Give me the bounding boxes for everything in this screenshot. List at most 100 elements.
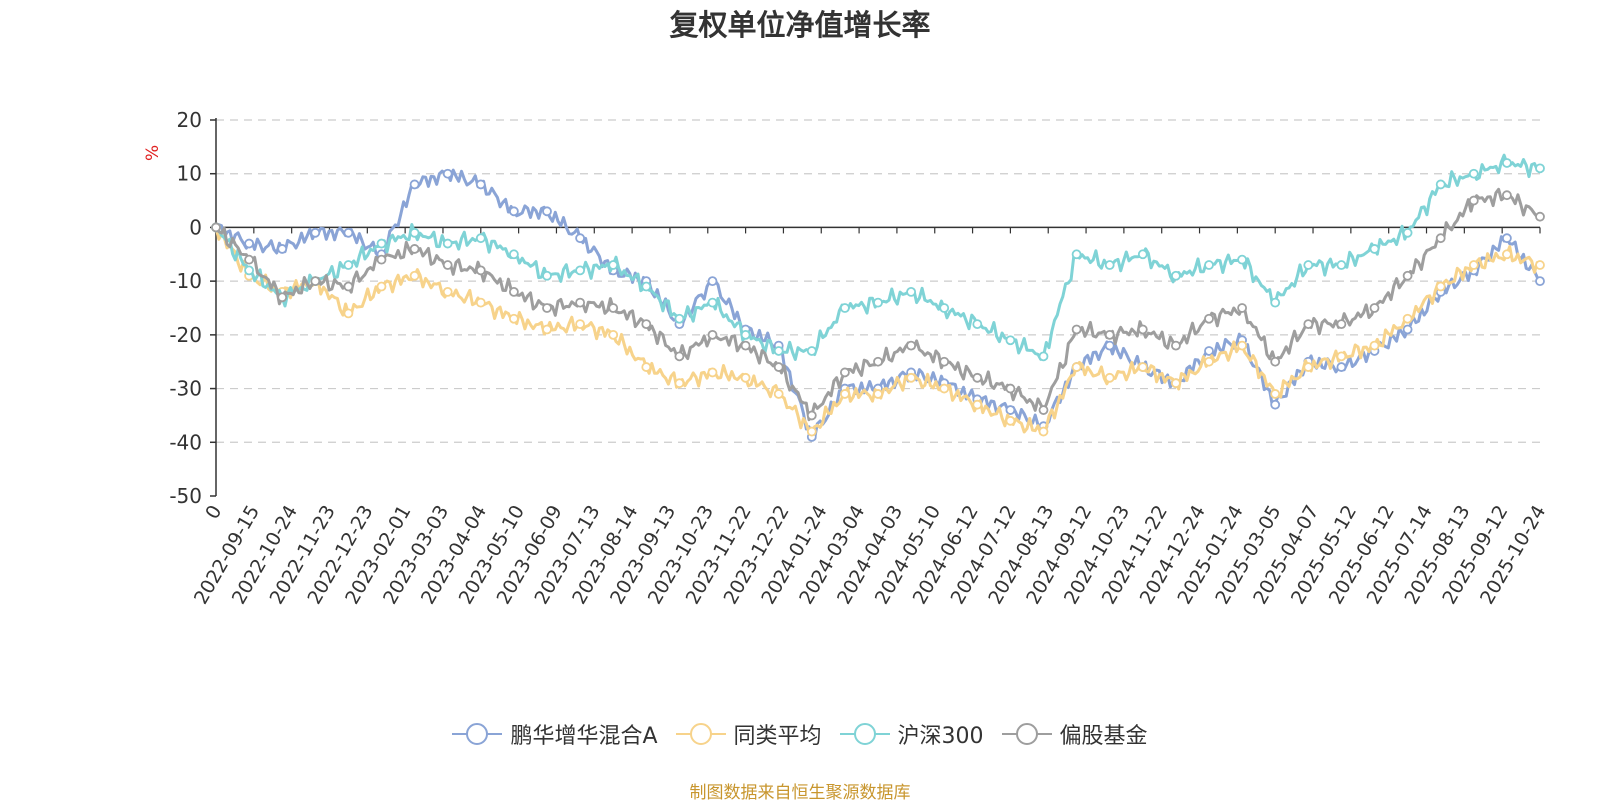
data-point <box>1104 260 1115 270</box>
data-point <box>939 356 950 367</box>
data-point <box>674 351 685 362</box>
data-point <box>1171 270 1181 281</box>
data-point <box>1369 244 1380 254</box>
y-tick-label: -10 <box>169 269 202 293</box>
data-point <box>740 372 751 383</box>
data-point <box>1336 319 1347 330</box>
data-point <box>442 168 453 179</box>
data-point <box>1369 303 1380 313</box>
data-point <box>343 308 354 319</box>
data-point <box>1435 281 1446 292</box>
data-point <box>873 297 883 308</box>
data-point <box>840 367 850 378</box>
data-point <box>939 303 950 313</box>
data-point <box>1270 297 1281 308</box>
data-point <box>1336 362 1347 372</box>
data-point <box>906 340 916 351</box>
data-point <box>1468 195 1479 206</box>
y-tick-label: -30 <box>169 377 202 401</box>
data-point <box>840 303 850 313</box>
data-point <box>806 346 817 356</box>
y-tick-label: 10 <box>177 162 202 186</box>
data-point <box>1038 405 1049 415</box>
data-point <box>641 281 652 292</box>
data-point <box>1204 260 1214 270</box>
data-point <box>806 426 817 437</box>
data-point <box>575 297 585 308</box>
data-point <box>310 276 321 287</box>
data-point <box>707 329 718 340</box>
data-point <box>409 270 420 281</box>
data-point <box>740 329 751 340</box>
data-point <box>1303 319 1314 330</box>
data-point <box>1005 383 1016 394</box>
data-point <box>707 297 718 308</box>
chart-title: 复权单位净值增长率 <box>669 8 931 42</box>
data-point <box>674 313 685 324</box>
legend-label: 偏股基金 <box>1059 724 1148 749</box>
data-point <box>1104 329 1115 340</box>
legend-label: 同类平均 <box>733 724 822 749</box>
data-point <box>1204 346 1214 356</box>
data-point <box>1137 249 1148 260</box>
y-tick-label: -50 <box>169 484 202 508</box>
data-point <box>1104 372 1115 383</box>
y-tick-label: 20 <box>177 108 202 132</box>
data-point <box>409 244 420 254</box>
data-point <box>376 238 387 249</box>
data-point <box>773 346 784 356</box>
legend-item-fund[interactable]: 鹏华增华混合A <box>452 718 658 750</box>
data-point <box>1204 313 1214 324</box>
data-point <box>244 238 255 249</box>
data-point <box>873 389 883 399</box>
legend-item-equity-fund[interactable]: 偏股基金 <box>1001 718 1148 750</box>
data-point <box>442 286 453 297</box>
data-point <box>542 303 552 313</box>
legend-marker-icon <box>452 723 503 745</box>
data-point <box>1038 426 1049 437</box>
data-point <box>1071 362 1082 372</box>
data-point <box>509 313 519 324</box>
data-point <box>343 260 354 270</box>
data-point <box>1137 324 1148 335</box>
data-point <box>475 265 486 276</box>
data-point <box>376 281 387 292</box>
data-point <box>1237 303 1247 313</box>
data-point <box>542 270 552 281</box>
data-point <box>509 206 519 217</box>
data-point <box>1402 227 1413 238</box>
data-point <box>806 410 817 421</box>
data-point <box>475 297 486 308</box>
data-point <box>475 233 486 244</box>
data-point <box>906 372 916 383</box>
y-tick-label: -40 <box>169 430 202 454</box>
data-point <box>1468 260 1479 270</box>
data-point <box>1502 249 1512 260</box>
data-point <box>1171 378 1181 389</box>
data-point <box>1071 324 1082 335</box>
data-source-note: 制图数据来自恒生聚源数据库 <box>689 783 911 803</box>
data-point <box>575 319 585 330</box>
data-point <box>1270 389 1281 399</box>
data-point <box>1502 158 1512 168</box>
data-point <box>1535 211 1545 222</box>
data-point <box>442 238 453 249</box>
data-point <box>1005 335 1016 346</box>
data-point <box>608 303 619 313</box>
data-point <box>1204 356 1214 367</box>
data-point <box>707 276 718 287</box>
data-point <box>575 233 585 244</box>
x-tick-label: 0 <box>201 502 226 523</box>
data-point <box>1005 405 1016 415</box>
data-point <box>1336 351 1347 362</box>
data-point <box>1468 168 1479 179</box>
data-point <box>608 260 619 270</box>
data-point <box>1435 179 1446 190</box>
data-point <box>740 340 751 351</box>
series-line <box>214 227 1541 436</box>
legend-item-csi300[interactable]: 沪深300 <box>839 718 984 750</box>
data-point <box>244 254 255 265</box>
legend-label: 沪深300 <box>897 724 984 749</box>
legend-item-peer-average[interactable]: 同类平均 <box>675 718 822 750</box>
